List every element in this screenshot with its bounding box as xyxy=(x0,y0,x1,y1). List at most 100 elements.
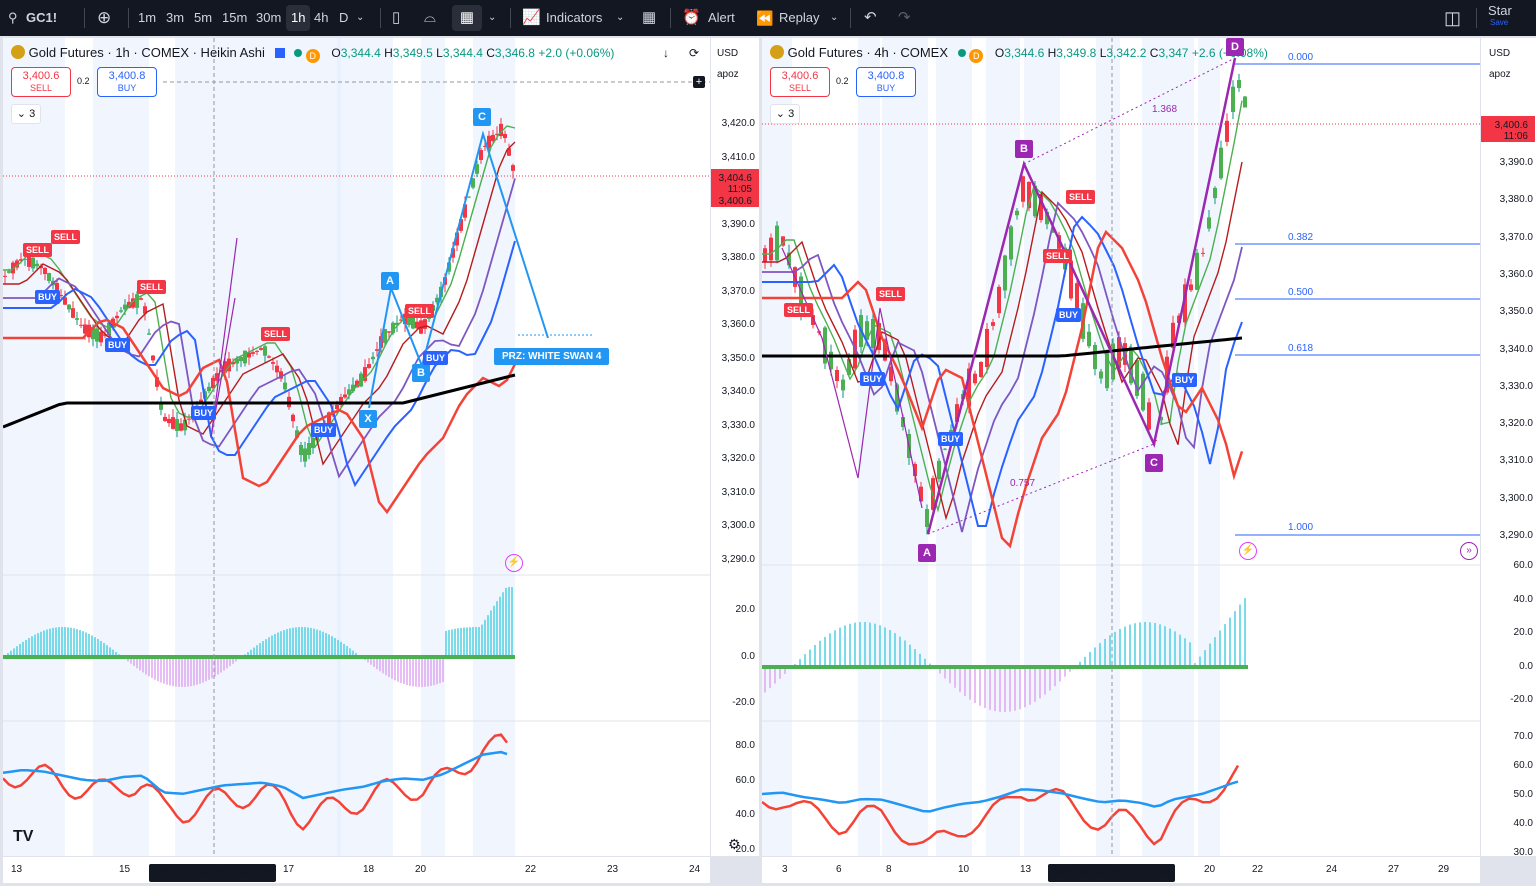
candle-body xyxy=(31,257,35,269)
compare-add-icon[interactable]: ⊕ xyxy=(97,8,112,27)
fib-0500: 0.500 xyxy=(1288,287,1314,298)
ma-purple xyxy=(3,178,516,479)
candle-body xyxy=(7,271,11,273)
candle-body xyxy=(1189,284,1193,291)
candle-body xyxy=(979,362,983,377)
indicators-button[interactable]: Indicators xyxy=(546,10,603,25)
candle-body xyxy=(829,351,833,370)
left-scale-user[interactable]: apoz xyxy=(717,69,739,80)
right-price-axis[interactable]: USD apoz 3,390.0 3,380.0 3,370.0 3,360.0 3,3… xyxy=(1480,38,1536,858)
line-style-icon[interactable]: ⌓ xyxy=(424,9,436,26)
candle-body xyxy=(143,306,147,314)
candle-body xyxy=(295,430,299,438)
left-settings-icon[interactable]: ⚙ xyxy=(728,836,741,852)
top-toolbar: ⚲ GC1! ⊕ 1m 3m 5m 15m 30m 1h 4h D ⌄ ▯ ⌓ … xyxy=(0,0,1536,36)
left-title[interactable]: Gold Futures · 1h · COMEX · Heikin Ashi xyxy=(28,45,265,60)
right-chart-pane[interactable]: Gold Futures · 4h · COMEX D O3,344.6 H3,… xyxy=(762,38,1480,856)
right-scroll-icon[interactable]: » xyxy=(1460,542,1478,560)
left-signal-buy: BUY xyxy=(191,406,217,420)
rsi-red xyxy=(762,764,1240,846)
left-currency[interactable]: USD xyxy=(717,48,739,59)
alert-icon[interactable]: ⏰ xyxy=(682,9,701,26)
interval-30m[interactable]: 30m xyxy=(256,10,282,25)
star-button[interactable]: Star xyxy=(1488,3,1512,18)
candle-body xyxy=(991,322,995,326)
right-price-tick: 3,290.0 xyxy=(1499,530,1533,541)
delayed-icon: D xyxy=(305,49,320,63)
interval-d[interactable]: D xyxy=(339,10,349,25)
left-lightning-icon[interactable]: ⚡ xyxy=(505,554,523,572)
candle-body xyxy=(763,248,767,262)
left-spread: 0.2 xyxy=(77,76,90,86)
right-lightning-icon[interactable]: ⚡ xyxy=(1239,542,1257,560)
left-chart-canvas[interactable] xyxy=(3,38,710,856)
candle-body xyxy=(1003,255,1007,291)
candle-body xyxy=(391,322,395,334)
layout-icon[interactable]: ◫ xyxy=(1444,8,1462,28)
left-download-icon[interactable]: ↓ xyxy=(663,46,669,60)
interval-5m[interactable]: 5m xyxy=(194,10,213,25)
session-band xyxy=(1096,38,1120,856)
left-last-price-label: 3,404.6 11:05 3,400.6 xyxy=(711,169,759,207)
interval-1h[interactable]: 1h xyxy=(286,5,311,31)
left-sell-button[interactable]: 3,400.6 SELL xyxy=(11,67,71,97)
interval-15m[interactable]: 15m xyxy=(222,10,248,25)
crosshair-plus-icon[interactable]: + xyxy=(693,76,705,88)
right-currency[interactable]: USD xyxy=(1489,48,1511,59)
undo-icon[interactable]: ↶ xyxy=(864,9,877,26)
chart-type-dropdown-icon[interactable]: ⌄ xyxy=(488,12,497,23)
right-rsi-tick: 70.0 xyxy=(1513,731,1533,742)
templates-icon[interactable]: ▦ xyxy=(642,9,657,26)
gold-logo-icon xyxy=(11,45,25,59)
candle-body xyxy=(507,148,511,156)
right-indicator-collapse[interactable]: ⌄ 3 xyxy=(770,104,800,124)
indicators-dropdown-icon[interactable]: ⌄ xyxy=(616,12,625,23)
left-x-tick: 20 xyxy=(415,864,427,875)
redo-icon[interactable]: ↷ xyxy=(898,9,911,26)
candle-body xyxy=(847,359,851,375)
right-sell-button[interactable]: 3,400.6 SELL xyxy=(770,67,830,97)
replay-button[interactable]: Replay xyxy=(779,10,820,25)
candle-body xyxy=(211,377,215,389)
candle-body xyxy=(463,204,467,218)
left-price-axis[interactable]: USD apoz 3,420.03,410.03,400.03,390.03,3… xyxy=(710,38,759,856)
chevron-down-icon: ⌄ xyxy=(16,108,27,120)
save-label[interactable]: Save xyxy=(1490,18,1509,27)
symbol-search-icon[interactable]: ⚲ xyxy=(8,10,18,25)
right-title[interactable]: Gold Futures · 4h · COMEX xyxy=(787,45,949,60)
alert-button[interactable]: Alert xyxy=(708,10,735,25)
replay-dropdown-icon[interactable]: ⌄ xyxy=(830,12,839,23)
left-buy-button[interactable]: 3,400.8 BUY xyxy=(97,67,157,97)
interval-dropdown-icon[interactable]: ⌄ xyxy=(356,12,365,23)
indicators-icon[interactable]: 📈 xyxy=(522,9,541,26)
right-scale-user[interactable]: apoz xyxy=(1489,69,1511,80)
right-chart-canvas[interactable] xyxy=(762,38,1480,856)
right-x-tick: 27 xyxy=(1388,864,1400,875)
left-osc-tick: 0.0 xyxy=(741,650,755,662)
left-bid-price: 3,400.6 xyxy=(718,196,752,207)
left-refresh-icon[interactable]: ⟳ xyxy=(689,46,700,60)
left-change: +2.0 (+0.06%) xyxy=(538,46,615,60)
left-indicator-collapse[interactable]: ⌄ 3 xyxy=(11,104,41,124)
right-spread: 0.2 xyxy=(836,76,849,86)
interval-4h[interactable]: 4h xyxy=(314,10,329,25)
symbol-search[interactable]: GC1! xyxy=(26,10,58,25)
candle-body xyxy=(1099,371,1103,379)
bars-style-icon[interactable]: ▯ xyxy=(392,9,401,26)
replay-icon[interactable]: ⏪ xyxy=(756,10,774,26)
left-buy-price: 3,400.8 xyxy=(108,70,146,82)
candle-body xyxy=(199,399,203,403)
candles-style-icon[interactable]: ▦ xyxy=(452,5,482,31)
right-sell-label: SELL xyxy=(788,83,812,93)
right-buy-button[interactable]: 3,400.8 BUY xyxy=(856,67,916,97)
candle-body xyxy=(1171,322,1175,348)
left-chart-pane[interactable]: Gold Futures · 1h · COMEX · Heikin Ashi … xyxy=(3,38,710,856)
session-band xyxy=(1142,38,1194,856)
left-time-axis[interactable]: 13 15 17 18 20 22 23 24 Wed 16 Jul '25 0… xyxy=(3,856,710,883)
right-osc-tick: 60.0 xyxy=(1513,560,1533,571)
candle-body xyxy=(1051,227,1055,233)
interval-1m[interactable]: 1m xyxy=(138,10,157,25)
right-time-axis[interactable]: 3 6 8 10 13 20 22 24 27 29 Wed 16 Jul '2… xyxy=(762,856,1480,883)
candle-body xyxy=(267,356,271,358)
interval-3m[interactable]: 3m xyxy=(166,10,185,25)
